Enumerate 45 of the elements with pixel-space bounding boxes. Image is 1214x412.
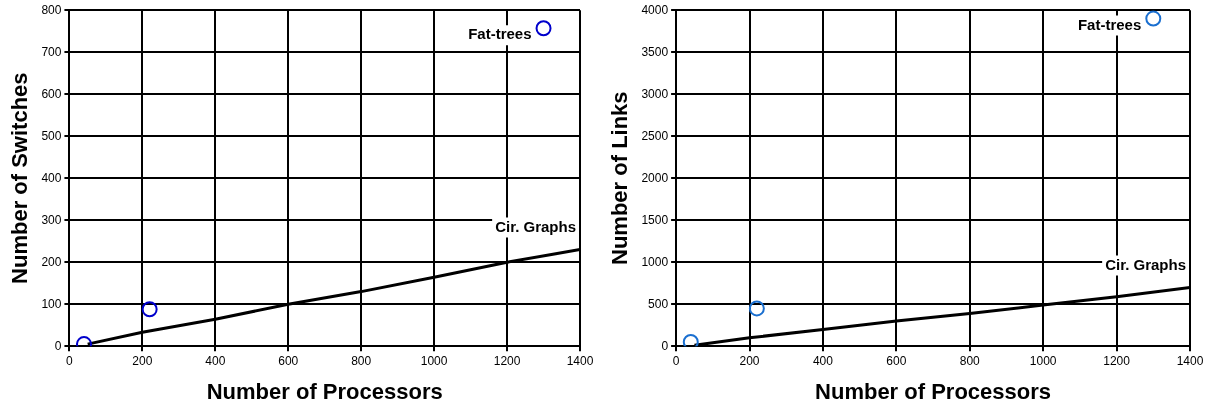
series-label: Cir. Graphs	[1105, 255, 1186, 273]
y-tick-label: 1500	[641, 212, 669, 227]
point	[682, 334, 699, 347]
series-label: Cir. Graphs	[495, 217, 576, 235]
x-tick-label: 600	[278, 353, 299, 368]
y-tick-label: 500	[41, 128, 62, 143]
x-tick-label: 1000	[1029, 353, 1057, 368]
series-label: Fat-trees	[468, 25, 532, 43]
x-tick-label: 0	[672, 353, 680, 368]
y-tick-label: 400	[41, 170, 62, 185]
y-tick-label: 0	[661, 338, 669, 353]
x-tick-label: 1400	[1176, 353, 1204, 368]
x-tick-label: 1200	[1103, 353, 1131, 368]
y-tick-label: 100	[41, 296, 62, 311]
y-tick-label: 200	[41, 254, 62, 269]
y-tick-label: 1000	[641, 254, 669, 269]
x-tick-label: 600	[886, 353, 907, 368]
x-tick-label: 400	[812, 353, 834, 368]
y-tick-label: 2500	[641, 128, 669, 143]
y-axis-title: Number of Switches	[7, 72, 33, 284]
x-tick-label: 0	[66, 353, 74, 368]
x-tick-label: 1000	[420, 353, 448, 368]
point	[1145, 10, 1162, 27]
x-tick-label: 200	[132, 353, 153, 368]
y-tick-label: 3500	[641, 44, 669, 59]
y-tick-label: 800	[41, 2, 62, 17]
x-tick-label: 400	[205, 353, 226, 368]
x-tick-label: 1200	[493, 353, 521, 368]
y-tick-label: 2000	[641, 170, 669, 185]
x-tick-label: 800	[351, 353, 372, 368]
y-tick-label: 700	[41, 44, 62, 59]
x-tick-label: 200	[739, 353, 760, 368]
x-axis-title: Number of Processors	[206, 378, 443, 404]
y-tick-label: 3000	[641, 86, 669, 101]
x-tick-label: 1400	[566, 353, 594, 368]
series-label: Fat-trees	[1077, 15, 1142, 33]
y-axis-title: Number of Links	[607, 91, 633, 265]
y-tick-label: 500	[648, 296, 669, 311]
point	[748, 300, 765, 317]
x-tick-label: 800	[959, 353, 981, 368]
y-tick-label: 300	[41, 212, 62, 227]
y-tick-label: 0	[54, 338, 62, 353]
x-axis-title: Number of Processors	[815, 378, 1052, 404]
y-tick-label: 4000	[641, 2, 669, 17]
y-tick-label: 600	[41, 86, 62, 101]
